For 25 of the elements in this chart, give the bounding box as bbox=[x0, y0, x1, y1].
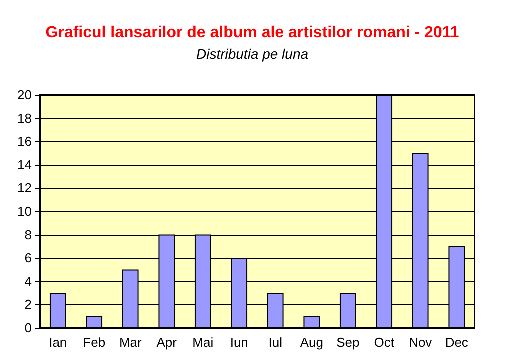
y-tick-label: 18 bbox=[18, 110, 32, 126]
x-tick-label: Mar bbox=[119, 335, 142, 350]
y-tick-label: 16 bbox=[18, 134, 32, 150]
y-tick-label: 14 bbox=[18, 157, 32, 172]
x-tick-label: Feb bbox=[83, 335, 106, 350]
x-tick-label: Mai bbox=[192, 335, 214, 350]
y-tick-label: 4 bbox=[24, 274, 32, 289]
x-tick-label: Ian bbox=[49, 335, 68, 350]
x-tick-label: Dec bbox=[445, 335, 469, 350]
chart-subtitle: Distributia pe luna bbox=[196, 46, 309, 62]
x-tick-label: Iun bbox=[230, 335, 248, 350]
y-tick-label: 6 bbox=[24, 250, 32, 266]
y-tick-label: 8 bbox=[24, 227, 32, 242]
y-tick-label: 10 bbox=[18, 204, 32, 219]
x-tick-label: Apr bbox=[156, 335, 178, 350]
y-tick-label: 0 bbox=[24, 320, 32, 336]
x-tick-label: Sep bbox=[336, 335, 360, 350]
x-tick-label: Aug bbox=[300, 335, 324, 350]
x-tick-label: Oct bbox=[374, 335, 395, 350]
x-tick-label: Nov bbox=[409, 335, 433, 350]
y-tick-label: 2 bbox=[24, 297, 32, 312]
y-tick-label: 12 bbox=[18, 180, 32, 196]
chart-title: Graficul lansarilor de album ale artistilor romani - 2011 bbox=[46, 24, 460, 42]
y-tick-label: 20 bbox=[18, 88, 32, 102]
x-tick-label: Iul bbox=[268, 335, 283, 350]
